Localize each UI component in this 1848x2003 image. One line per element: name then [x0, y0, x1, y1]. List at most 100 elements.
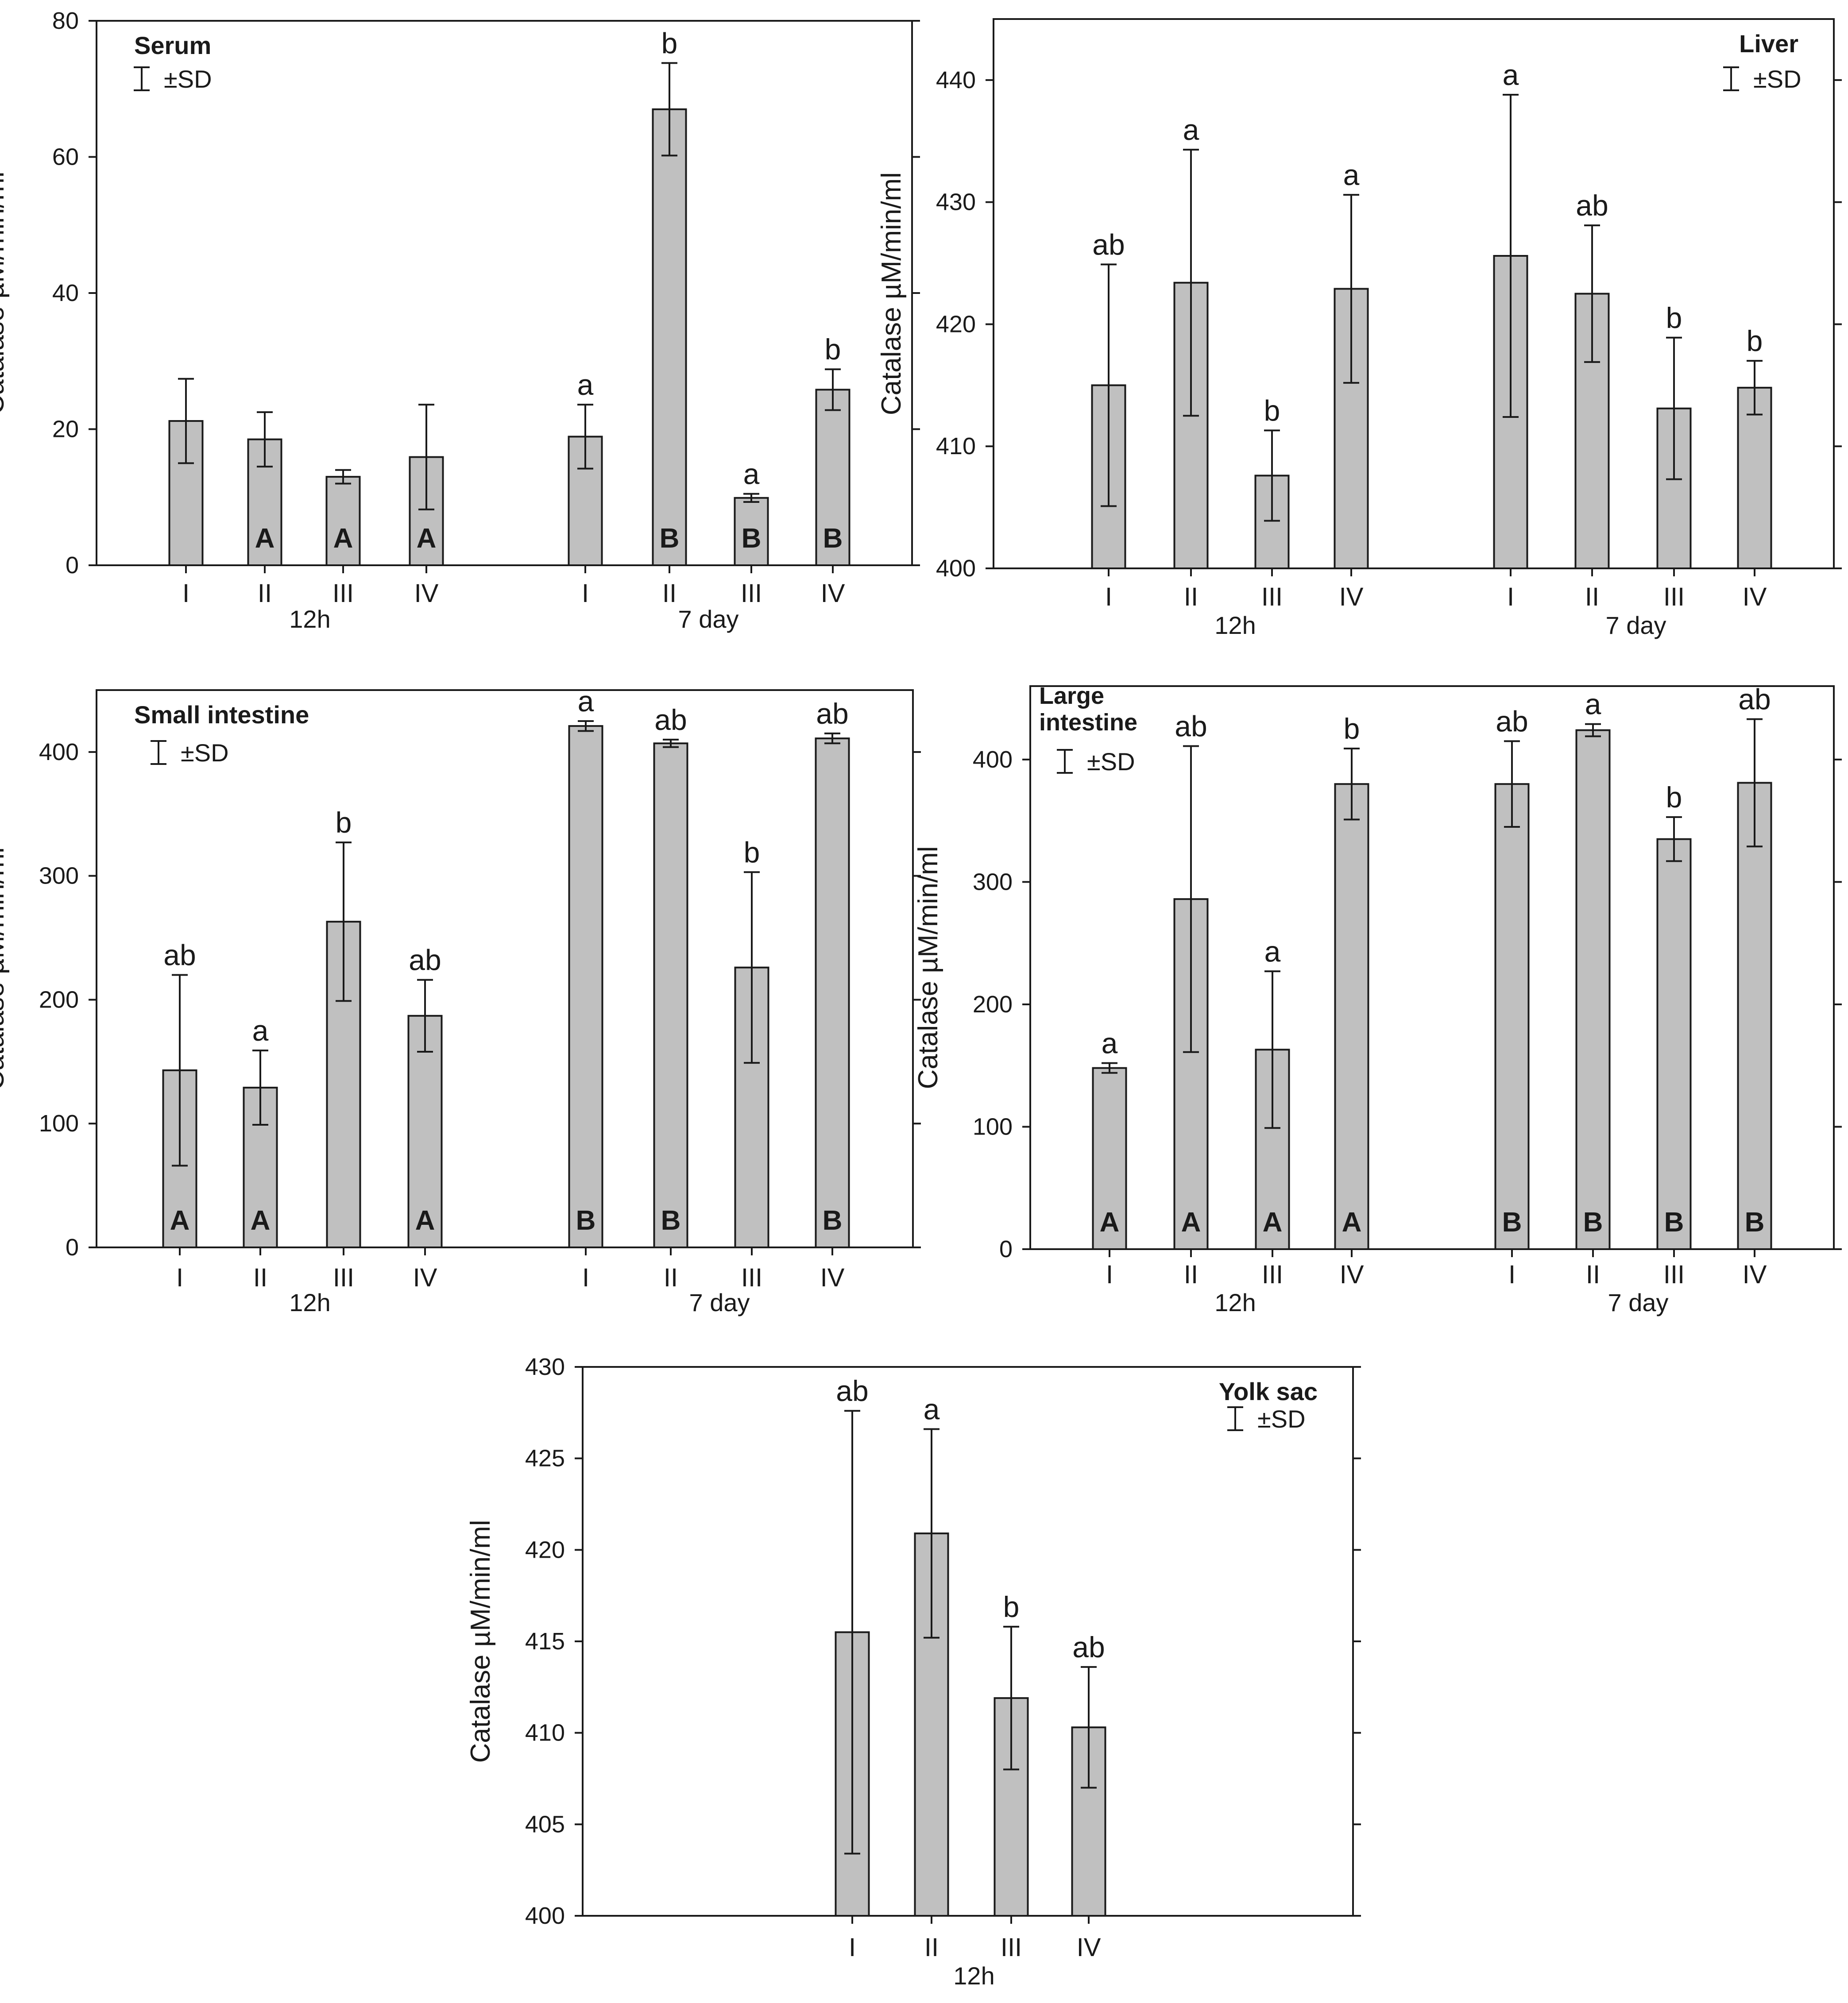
x-tick-label: I — [1106, 1260, 1113, 1289]
y-tick-label: 60 — [52, 144, 79, 170]
panel-title-line: Large — [1039, 683, 1104, 709]
x-tick-label: I — [582, 579, 589, 608]
y-axis-label: Catalase µM/min/ml — [0, 171, 10, 414]
y-tick-label: 420 — [525, 1536, 565, 1563]
x-tick-label: II — [1184, 583, 1198, 611]
significance-letter: ab — [836, 1374, 868, 1407]
group-letter: B — [823, 1205, 843, 1236]
x-tick-label: II — [253, 1263, 267, 1292]
bar — [168, 420, 204, 566]
group-letter: B — [661, 1205, 681, 1236]
x-tick-label: I — [176, 1263, 183, 1292]
significance-letter: a — [924, 1393, 940, 1426]
panel-title: Liver — [1739, 30, 1798, 58]
x-tick-label: III — [332, 579, 354, 608]
y-axis-label: Catalase µM/min/ml — [0, 847, 10, 1090]
group-letter: A — [1263, 1207, 1283, 1238]
chart-panel-5: 400 405 410 415 420 425 430 Catalase µM/min/ml Y… — [465, 1354, 1361, 1990]
sd-legend-label: ±SD — [1753, 65, 1802, 93]
significance-letter: ab — [1576, 189, 1608, 222]
group-letter: B — [1583, 1207, 1603, 1238]
significance-letter: b — [1264, 394, 1280, 427]
x-tick-label: II — [1586, 1260, 1600, 1289]
plot-frame — [96, 689, 914, 1248]
bar — [653, 742, 688, 1248]
x-tick-label: IV — [821, 579, 845, 608]
y-axis-label: Catalase µM/min/ml — [465, 1520, 496, 1763]
y-tick-label: 410 — [936, 433, 976, 459]
x-tick-label: III — [1001, 1933, 1022, 1962]
y-tick-label: 300 — [973, 868, 1013, 895]
bar — [1737, 386, 1772, 569]
y-tick-label: 300 — [39, 863, 79, 889]
x-tick-label: III — [741, 1263, 762, 1292]
bar — [407, 1015, 443, 1249]
significance-letter: ab — [409, 944, 441, 976]
x-tick-label: III — [333, 1263, 354, 1292]
group-letter: A — [1181, 1207, 1201, 1238]
x-tick-label: II — [1585, 583, 1599, 611]
plot-frame — [993, 18, 1835, 569]
significance-letter: a — [1102, 1027, 1118, 1060]
y-tick-label: 0 — [66, 552, 79, 579]
significance-letter: b — [1666, 781, 1682, 814]
y-tick-label: 400 — [936, 555, 976, 582]
plot-frame — [96, 20, 913, 566]
significance-letter: a — [1343, 158, 1360, 191]
x-tick-label: II — [258, 579, 272, 608]
x-tick-label: I — [582, 1263, 589, 1292]
x-tick-label: I — [182, 579, 189, 608]
x-tick-label: II — [924, 1933, 939, 1962]
group-label: 12h — [1214, 611, 1256, 639]
sd-legend-label: ±SD — [1257, 1405, 1306, 1433]
sd-legend-label: ±SD — [164, 65, 212, 93]
significance-letter: b — [1344, 712, 1360, 745]
significance-letter: a — [577, 368, 594, 401]
significance-letter: b — [661, 27, 678, 59]
group-letter: A — [251, 1205, 271, 1236]
group-letter: B — [1745, 1207, 1765, 1238]
x-tick-label: I — [1507, 583, 1514, 611]
y-tick-label: 400 — [525, 1903, 565, 1929]
significance-letter: a — [578, 685, 594, 718]
significance-letter: a — [1585, 688, 1601, 721]
y-tick-label: 430 — [525, 1354, 565, 1380]
x-tick-label: I — [1105, 583, 1112, 611]
significance-letter: a — [1503, 58, 1519, 91]
panel-title: Yolk sac — [1219, 1378, 1318, 1405]
bar — [1737, 782, 1772, 1250]
significance-letter: b — [336, 806, 352, 839]
group-label: 7 day — [1608, 1289, 1669, 1316]
panel-title: Small intestine — [134, 701, 309, 729]
x-tick-label: II — [1184, 1260, 1198, 1289]
sd-legend-label: ±SD — [1087, 748, 1135, 776]
group-letter: B — [742, 523, 762, 554]
bar — [247, 438, 282, 566]
group-letter: B — [576, 1205, 596, 1236]
panel-title-line: intestine — [1039, 709, 1137, 736]
significance-letter: ab — [654, 703, 687, 736]
y-tick-label: 400 — [39, 739, 79, 765]
significance-letter: a — [1264, 935, 1281, 968]
y-tick-label: 100 — [39, 1110, 79, 1137]
y-tick-label: 420 — [936, 311, 976, 337]
x-tick-label: III — [1663, 1260, 1685, 1289]
y-axis-label: Catalase µM/min/ml — [913, 846, 943, 1089]
group-letter: A — [170, 1205, 190, 1236]
group-label: 7 day — [678, 605, 739, 633]
y-tick-label: 200 — [39, 986, 79, 1013]
group-letter: B — [1664, 1207, 1684, 1238]
bar — [1494, 783, 1530, 1250]
chart-panel-4: 0 100 200 300 400 Catalase µM/min/ml Largeinte… — [913, 683, 1842, 1316]
x-tick-label: I — [1508, 1260, 1516, 1289]
plot-frame — [582, 1366, 1354, 1917]
x-tick-label: IV — [1340, 1260, 1364, 1289]
significance-letter: ab — [1092, 228, 1125, 261]
x-tick-label: IV — [413, 1263, 437, 1292]
y-tick-label: 0 — [999, 1236, 1013, 1262]
significance-letter: b — [1666, 301, 1682, 334]
group-letter: A — [417, 523, 437, 554]
y-axis-label: Catalase µM/min/ml — [876, 172, 907, 415]
x-tick-label: IV — [1743, 1260, 1767, 1289]
